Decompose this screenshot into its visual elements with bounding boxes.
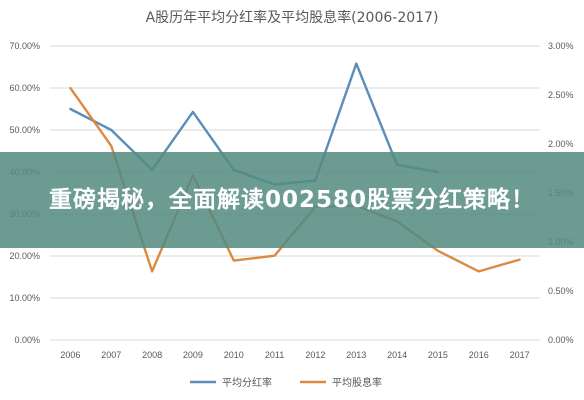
y-right-tick-label: 0.00% — [548, 335, 574, 345]
x-tick-label: 2015 — [428, 350, 448, 360]
y-left-tick-label: 0.00% — [14, 335, 40, 345]
x-tick-label: 2011 — [265, 350, 284, 360]
y-left-tick-label: 50.00% — [9, 125, 40, 135]
x-tick-label: 2007 — [101, 350, 121, 360]
overlay-banner: 重磅揭秘，全面解读002580股票分红策略！ — [0, 152, 584, 248]
legend: 平均分红率 平均股息率 — [190, 376, 382, 389]
y-left-tick-label: 60.00% — [9, 83, 40, 93]
y-left-tick-label: 20.00% — [9, 251, 40, 261]
x-tick-label: 2012 — [305, 350, 325, 360]
y-right-tick-label: 0.50% — [548, 286, 574, 296]
banner-headline: 重磅揭秘，全面解读002580股票分红策略！ — [48, 187, 536, 213]
x-axis-ticks: 2006 2007 2008 2009 2010 2011 2012 2013 2014 2015… — [60, 350, 529, 360]
x-tick-label: 2006 — [60, 350, 80, 360]
y-right-tick-label: 2.00% — [548, 139, 574, 149]
y-right-tick-label: 3.00% — [548, 41, 574, 51]
legend-label: 平均股息率 — [332, 376, 382, 389]
y-right-tick-label: 2.50% — [548, 90, 574, 100]
chart-title: A股历年平均分红率及平均股息率(2006-2017) — [146, 9, 439, 26]
x-tick-label: 2016 — [469, 350, 489, 360]
y-left-tick-label: 70.00% — [9, 41, 40, 51]
y-left-tick-label: 10.00% — [9, 293, 40, 303]
x-tick-label: 2009 — [183, 350, 203, 360]
x-tick-label: 2017 — [510, 350, 530, 360]
legend-label: 平均分红率 — [222, 376, 272, 389]
x-tick-label: 2008 — [142, 350, 162, 360]
x-tick-label: 2010 — [224, 350, 244, 360]
x-tick-label: 2014 — [387, 350, 407, 360]
x-tick-label: 2013 — [346, 350, 366, 360]
